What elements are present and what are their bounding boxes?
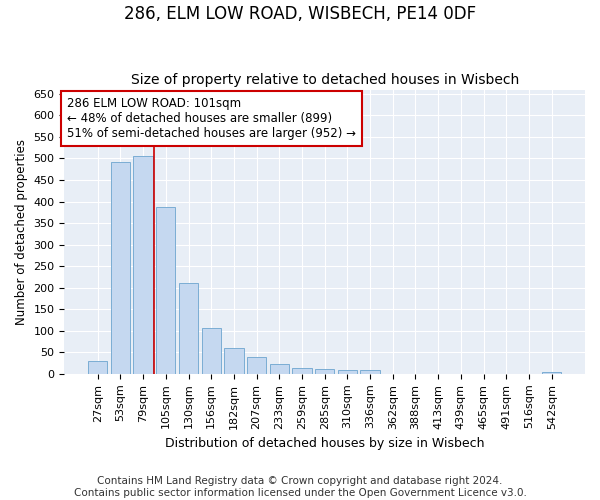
Bar xyxy=(88,361,107,374)
Bar xyxy=(542,372,562,374)
Bar xyxy=(224,348,244,374)
X-axis label: Distribution of detached houses by size in Wisbech: Distribution of detached houses by size … xyxy=(165,437,484,450)
Bar xyxy=(292,368,311,374)
Title: Size of property relative to detached houses in Wisbech: Size of property relative to detached ho… xyxy=(131,73,519,87)
Y-axis label: Number of detached properties: Number of detached properties xyxy=(15,138,28,324)
Bar xyxy=(202,328,221,374)
Bar xyxy=(247,356,266,374)
Bar xyxy=(156,207,175,374)
Text: 286, ELM LOW ROAD, WISBECH, PE14 0DF: 286, ELM LOW ROAD, WISBECH, PE14 0DF xyxy=(124,5,476,23)
Bar xyxy=(338,370,357,374)
Bar xyxy=(179,284,198,374)
Bar xyxy=(111,162,130,374)
Bar xyxy=(133,156,153,374)
Bar xyxy=(361,370,380,374)
Bar xyxy=(315,369,334,374)
Bar xyxy=(269,364,289,374)
Text: Contains HM Land Registry data © Crown copyright and database right 2024.
Contai: Contains HM Land Registry data © Crown c… xyxy=(74,476,526,498)
Text: 286 ELM LOW ROAD: 101sqm
← 48% of detached houses are smaller (899)
51% of semi-: 286 ELM LOW ROAD: 101sqm ← 48% of detach… xyxy=(67,96,356,140)
